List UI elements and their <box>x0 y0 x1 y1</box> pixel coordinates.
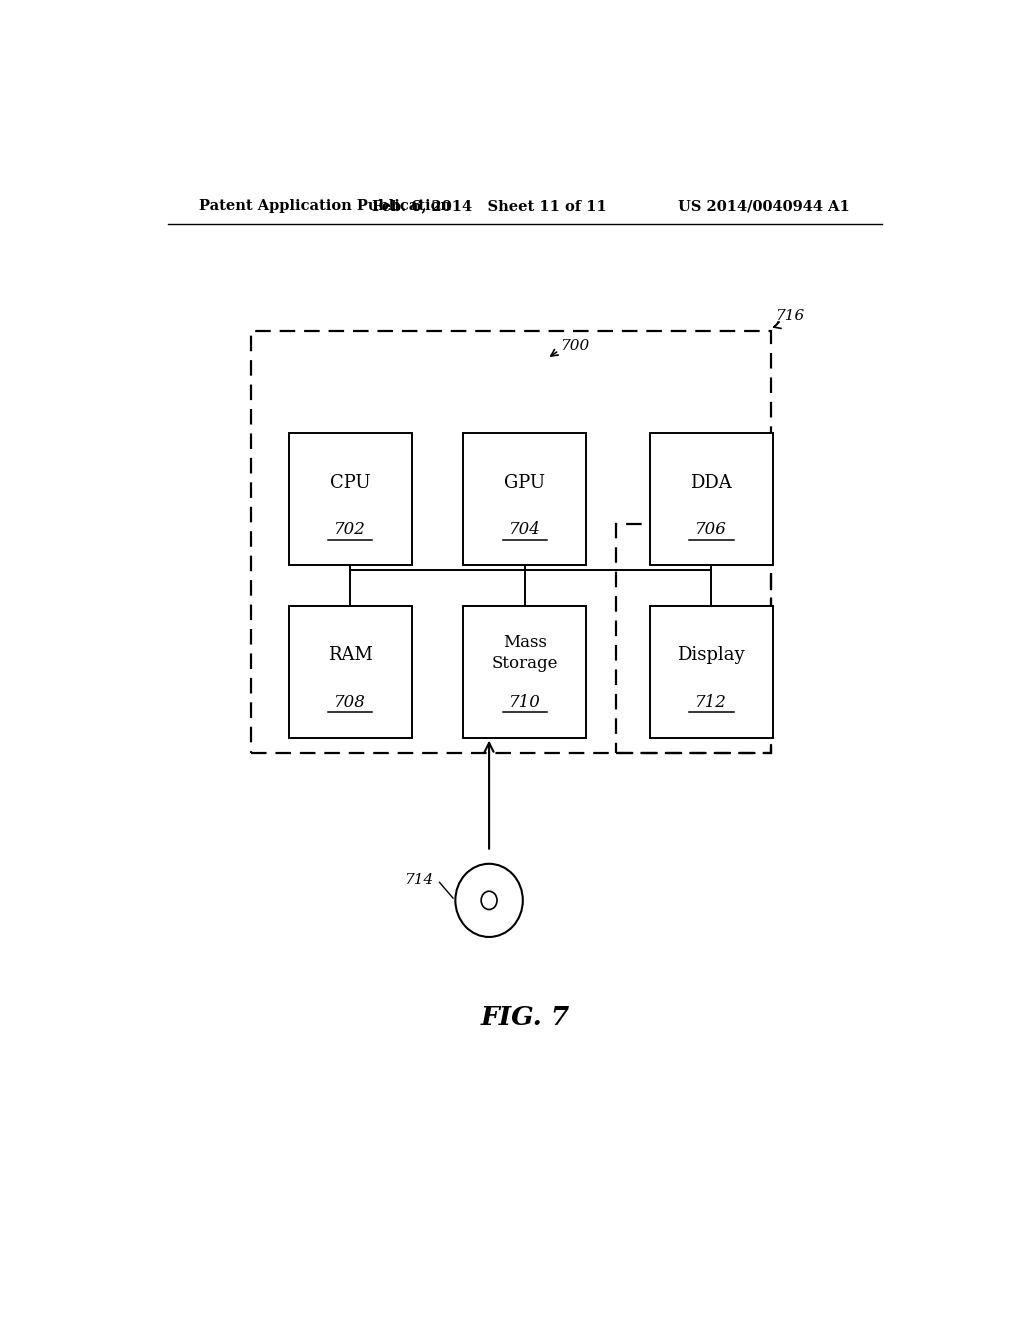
Text: 702: 702 <box>334 521 367 537</box>
Text: US 2014/0040944 A1: US 2014/0040944 A1 <box>679 199 850 213</box>
Text: 712: 712 <box>695 694 727 710</box>
Text: DDA: DDA <box>690 474 732 491</box>
Text: 706: 706 <box>695 521 727 537</box>
Text: 716: 716 <box>775 309 804 323</box>
Text: CPU: CPU <box>330 474 371 491</box>
Text: 708: 708 <box>334 694 367 710</box>
Polygon shape <box>650 606 773 738</box>
Text: 710: 710 <box>509 694 541 710</box>
Polygon shape <box>289 606 412 738</box>
Text: Mass
Storage: Mass Storage <box>492 635 558 672</box>
Text: GPU: GPU <box>504 474 546 491</box>
Polygon shape <box>650 433 773 565</box>
Text: 704: 704 <box>509 521 541 537</box>
Polygon shape <box>289 433 412 565</box>
Text: FIG. 7: FIG. 7 <box>480 1005 569 1030</box>
Text: RAM: RAM <box>328 647 373 664</box>
Text: 700: 700 <box>560 339 590 354</box>
Text: Feb. 6, 2014   Sheet 11 of 11: Feb. 6, 2014 Sheet 11 of 11 <box>372 199 606 213</box>
Text: 714: 714 <box>404 873 433 887</box>
Text: Patent Application Publication: Patent Application Publication <box>200 199 452 213</box>
Text: Display: Display <box>678 647 745 664</box>
Polygon shape <box>463 433 587 565</box>
Polygon shape <box>463 606 587 738</box>
